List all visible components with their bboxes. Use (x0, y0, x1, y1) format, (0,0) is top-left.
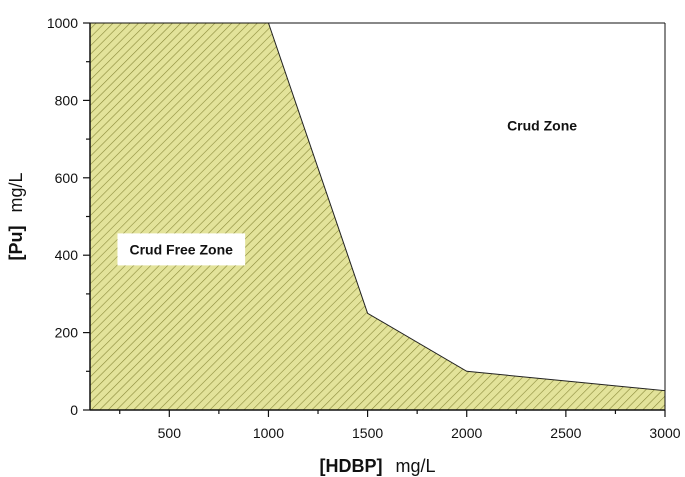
zone-label-box (495, 109, 590, 142)
zone-annotation: Crud Zone (495, 109, 590, 142)
y-tick-label: 400 (55, 247, 79, 263)
x-tick-label: 1500 (352, 425, 383, 441)
zone-annotation: Crud Free Zone (117, 233, 246, 266)
zone-annotations: Crud Free Zone Crud Zone (117, 109, 590, 266)
y-tick-label: 0 (70, 402, 78, 418)
y-tick-label: 800 (55, 92, 79, 108)
y-tick-label: 600 (55, 170, 79, 186)
y-axis-ticks: 0 200 400 600 800 1000 (47, 15, 90, 418)
x-tick-label: 2000 (451, 425, 482, 441)
y-axis-title-unit: mg/L (6, 172, 26, 212)
plot-frame (89, 22, 666, 411)
zone-label-box (117, 233, 246, 266)
x-tick-label: 1000 (253, 425, 284, 441)
y-axis-title: [Pu] mg/L (6, 172, 26, 260)
y-axis-title-bold: [Pu] (6, 226, 26, 261)
x-axis-title-bold: [HDBP] (319, 456, 382, 476)
crud-free-zone-area (89, 22, 666, 411)
x-axis-ticks: 500 1000 1500 2000 2500 3000 (119, 410, 681, 441)
zone-label: Crud Free Zone (129, 241, 233, 257)
x-tick-label: 3000 (649, 425, 680, 441)
y-tick-label: 1000 (47, 15, 78, 31)
y-tick-label: 200 (55, 325, 79, 341)
zone-label: Crud Zone (507, 118, 577, 134)
x-tick-label: 500 (158, 425, 182, 441)
x-axis-title-unit: mg/L (395, 456, 435, 476)
x-axis-title: [HDBP] mg/L (319, 456, 435, 476)
x-tick-label: 2500 (550, 425, 581, 441)
